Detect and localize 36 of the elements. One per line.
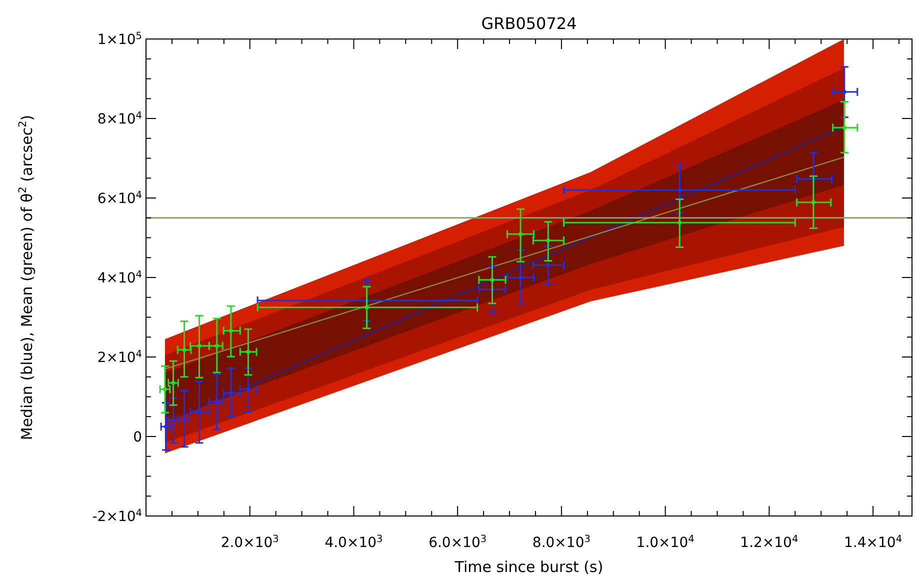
- point: [228, 391, 233, 396]
- y-tick-label: 0: [133, 430, 142, 446]
- y-tick-label: -2×10$^{4}$: [92, 508, 142, 525]
- point: [518, 276, 523, 280]
- point: [214, 344, 219, 348]
- point: [842, 126, 846, 130]
- point: [842, 90, 846, 94]
- x-tick-label: 2.0×10$^{3}$: [220, 534, 279, 551]
- chart-title: GRB050724: [481, 14, 577, 33]
- point: [197, 344, 202, 348]
- x-tick-label: 1.2×10$^{4}$: [740, 534, 798, 551]
- point: [678, 188, 682, 192]
- point: [246, 387, 250, 392]
- point: [197, 410, 202, 414]
- point: [214, 400, 219, 404]
- y-tick-label: 6×10$^{4}$: [97, 190, 142, 207]
- point: [228, 328, 233, 333]
- y-tick-label: 8×10$^{4}$: [97, 110, 142, 128]
- y-tick-label: 2×10$^{4}$: [97, 348, 142, 366]
- x-tick-label: 1.0×10$^{4}$: [636, 534, 694, 551]
- point: [546, 263, 550, 268]
- y-tick-label: 1×10$^{5}$: [97, 30, 142, 48]
- x-tick-label: 4.0×10$^{3}$: [324, 534, 383, 551]
- point: [246, 350, 250, 354]
- point: [182, 417, 186, 422]
- y-tick-label: 4×10$^{4}$: [97, 269, 142, 286]
- point: [518, 232, 523, 236]
- point: [678, 220, 682, 225]
- x-tick-label: 6.0×10$^{3}$: [428, 534, 487, 551]
- x-tick-label: 8.0×10$^{3}$: [532, 534, 590, 551]
- point: [490, 278, 494, 282]
- point: [546, 238, 550, 243]
- x-tick-label: 1.4×10$^{4}$: [844, 534, 902, 551]
- point: [364, 305, 369, 310]
- x-axis-title: Time since burst (s): [454, 558, 604, 576]
- point: [811, 200, 816, 204]
